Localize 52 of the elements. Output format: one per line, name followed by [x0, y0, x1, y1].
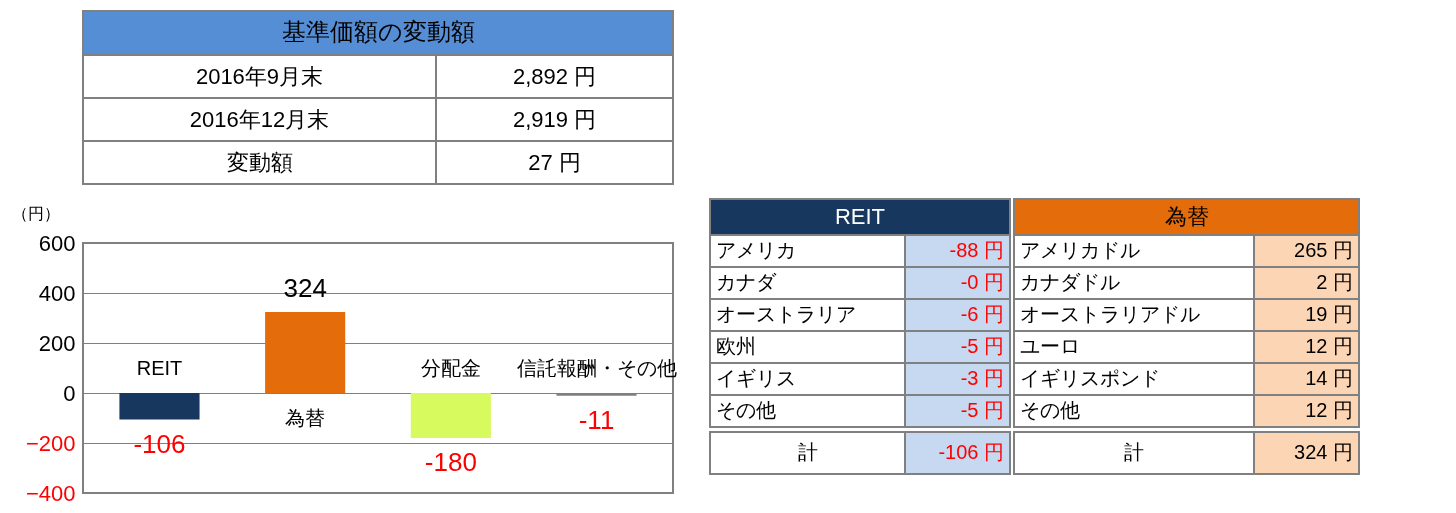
text: 324 円: [1294, 441, 1353, 463]
y-tick-label: −200: [25, 430, 76, 456]
data-label: -11: [578, 404, 615, 435]
data-label: -3 円: [960, 367, 1004, 389]
category-label: 信託報酬・その他: [516, 357, 677, 379]
text: 基準価額の変動額: [281, 18, 475, 45]
data-label: 2,892 円: [512, 63, 597, 89]
category-label: カナダドル: [1020, 271, 1120, 293]
category-label: 2016年12月末: [189, 106, 330, 132]
data-label: -5 円: [960, 335, 1004, 357]
data-label: 324: [283, 273, 327, 303]
category-label: REIT: [136, 357, 183, 379]
text: 計: [797, 441, 818, 463]
data-label: 12 円: [1305, 335, 1353, 357]
data-label: -5 円: [960, 399, 1004, 421]
category-label: その他: [1020, 399, 1080, 421]
y-tick-label: 600: [38, 230, 76, 256]
data-label: -106: [133, 428, 186, 459]
category-label: 為替: [285, 407, 326, 429]
data-label: -88 円: [949, 239, 1004, 261]
category-label: 2016年9月末: [195, 63, 324, 89]
data-label: 27 円: [528, 149, 581, 175]
category-label: ユーロ: [1020, 335, 1080, 357]
text: -106 円: [938, 441, 1004, 463]
y-axis-title: （円）: [11, 204, 60, 222]
category-label: オーストラリアドル: [1020, 303, 1200, 325]
data-label: 19 円: [1305, 303, 1353, 325]
category-label: 分配金: [420, 357, 481, 379]
category-label: 欧州: [716, 335, 756, 357]
category-label: 変動額: [226, 149, 293, 175]
text: 計: [1124, 441, 1144, 463]
category-label: その他: [716, 399, 776, 421]
y-tick-label: 400: [38, 280, 76, 306]
category-label: オーストラリア: [716, 303, 856, 325]
data-label: -6 円: [960, 303, 1004, 325]
category-label: イギリスポンド: [1020, 367, 1160, 389]
text: REIT: [834, 204, 886, 229]
data-label: 265 円: [1294, 239, 1353, 261]
data-label: -0 円: [960, 271, 1004, 293]
data-label: 2,919 円: [512, 106, 597, 132]
y-tick-label: 0: [63, 380, 76, 406]
category-label: アメリカドル: [1020, 239, 1140, 261]
text: 為替: [1164, 204, 1209, 229]
data-label: -180: [424, 447, 477, 477]
category-label: イギリス: [716, 367, 796, 389]
y-tick-label: 200: [38, 330, 76, 356]
category-label: カナダ: [716, 271, 777, 293]
data-label: 2 円: [1316, 271, 1353, 293]
y-tick-label: −400: [25, 480, 76, 506]
data-label: 14 円: [1305, 367, 1353, 389]
data-label: 12 円: [1305, 399, 1353, 421]
category-label: アメリカ: [716, 239, 796, 261]
